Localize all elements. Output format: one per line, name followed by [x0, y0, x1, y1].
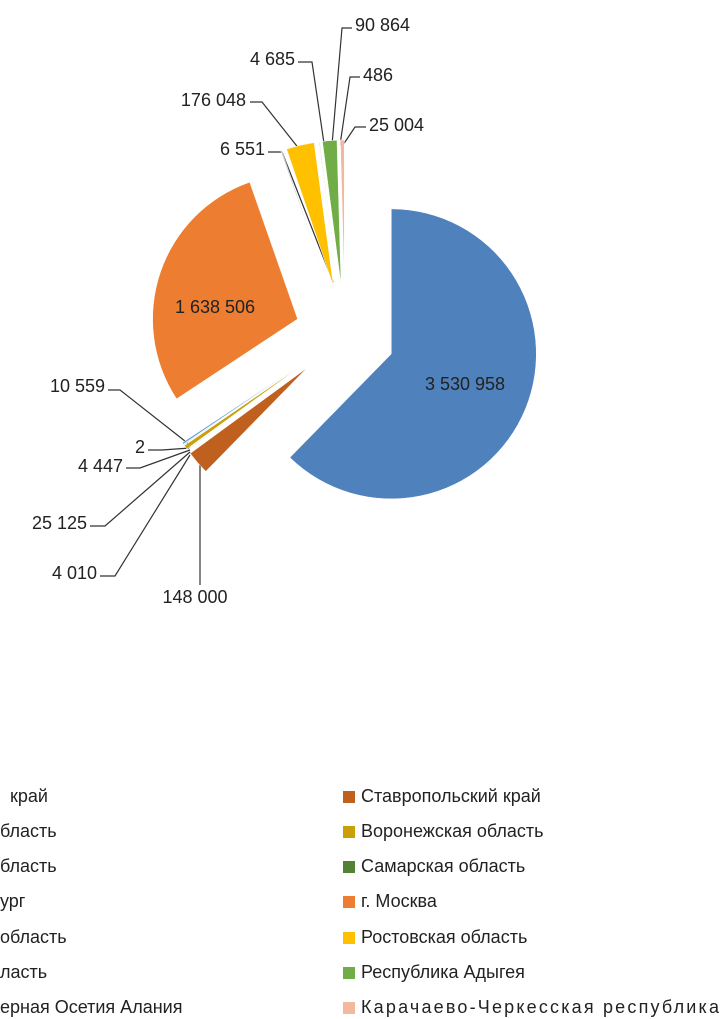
legend-label: бласть	[0, 856, 57, 876]
legend-label: ург	[0, 891, 26, 911]
pie-slice	[286, 142, 334, 287]
legend-swatch	[343, 896, 355, 908]
pie-slice	[289, 208, 537, 500]
leader-line	[108, 389, 191, 446]
leader-line	[148, 447, 191, 451]
data-label: 2	[135, 437, 145, 457]
data-label: 6 551	[220, 139, 265, 159]
data-label: 25 125	[32, 513, 87, 533]
leader-line	[250, 101, 301, 151]
pie-slice	[182, 362, 304, 445]
data-label: 176 048	[181, 90, 246, 110]
legend-swatch	[343, 861, 355, 873]
data-label: 1 638 506	[175, 297, 255, 317]
legend-swatch	[343, 826, 355, 838]
legend-label: область	[0, 927, 67, 947]
legend-label: Воронежская область	[361, 821, 544, 841]
legend-label: бласть	[0, 821, 57, 841]
leader-lines	[90, 27, 366, 585]
data-label: 148 000	[162, 587, 227, 607]
pie-slice	[339, 139, 344, 286]
leader-line	[100, 454, 191, 577]
pie-slice	[318, 141, 339, 286]
legend-label: Самарская область	[361, 856, 525, 876]
data-label: 486	[363, 65, 393, 85]
leader-line	[342, 126, 366, 146]
data-label: 3 530 958	[425, 374, 505, 394]
data-label: 4 685	[250, 49, 295, 69]
data-label: 4 447	[78, 456, 123, 476]
leader-line	[126, 449, 191, 469]
pie-slice	[189, 367, 308, 472]
data-label: 4 010	[52, 563, 97, 583]
legend-swatch	[343, 1002, 355, 1014]
leader-line	[90, 451, 191, 527]
legend-label: ласть	[0, 962, 47, 982]
pie-slice	[184, 363, 305, 450]
legend-swatch	[343, 932, 355, 944]
pie-slice	[340, 139, 345, 286]
legend-label: Карачаево-Черкесская республика	[361, 997, 720, 1017]
legend-swatch	[343, 967, 355, 979]
pie-slice	[186, 364, 305, 451]
data-label: 10 559	[50, 376, 105, 396]
leader-line	[339, 76, 360, 146]
pie-slice	[280, 150, 329, 288]
data-label: 25 004	[369, 115, 424, 135]
legend-label: ерная Осетия Алания	[0, 997, 182, 1017]
legend-label: Ростовская область	[361, 927, 527, 947]
legend-label: Республика Адыгея	[361, 962, 525, 982]
legend-label: Ставропольский край	[361, 786, 541, 806]
legend-label: край	[10, 786, 48, 806]
leader-line	[331, 27, 352, 146]
legend-label: г. Москва	[361, 891, 438, 911]
legend-swatch	[343, 791, 355, 803]
pie-slice	[183, 362, 304, 445]
pie-slice	[322, 139, 342, 286]
leader-line	[298, 61, 326, 151]
pie-slice	[152, 181, 298, 400]
data-label: 90 864	[355, 15, 410, 35]
